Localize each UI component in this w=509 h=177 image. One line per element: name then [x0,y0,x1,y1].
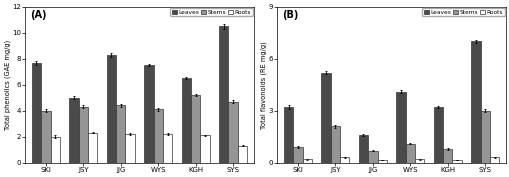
Bar [340,158,349,163]
Bar [88,133,97,163]
Legend: Leaves, Stems, Roots: Leaves, Stems, Roots [421,8,504,16]
Bar [377,160,386,163]
Bar [106,55,116,163]
Bar [470,41,479,163]
Y-axis label: Total flavonoids (RE mg/g): Total flavonoids (RE mg/g) [260,41,267,129]
Legend: Leaves, Stems, Roots: Leaves, Stems, Roots [170,8,252,16]
Bar [330,126,340,163]
Bar [144,65,153,163]
Bar [442,149,451,163]
Bar [153,109,162,163]
Bar [162,134,172,163]
Bar [433,107,442,163]
Bar [284,107,293,163]
Bar [116,105,125,163]
Bar [367,150,377,163]
Bar [321,73,330,163]
Bar [69,98,78,163]
Bar [228,102,237,163]
Bar [219,26,228,163]
Bar [358,135,367,163]
Bar [395,92,405,163]
Bar [451,160,461,163]
Bar [200,135,209,163]
Bar [191,95,200,163]
Bar [489,158,498,163]
Bar [41,111,50,163]
Bar [414,159,423,163]
Bar [237,146,247,163]
Bar [125,134,134,163]
Bar [32,62,41,163]
Bar [405,144,414,163]
Bar [78,107,88,163]
Bar [293,147,302,163]
Bar [302,159,312,163]
Bar [181,78,191,163]
Bar [50,137,60,163]
Bar [479,111,489,163]
Text: (B): (B) [281,10,298,20]
Text: (A): (A) [30,10,46,20]
Y-axis label: Total phenolics (GAE mg/g): Total phenolics (GAE mg/g) [4,39,11,130]
